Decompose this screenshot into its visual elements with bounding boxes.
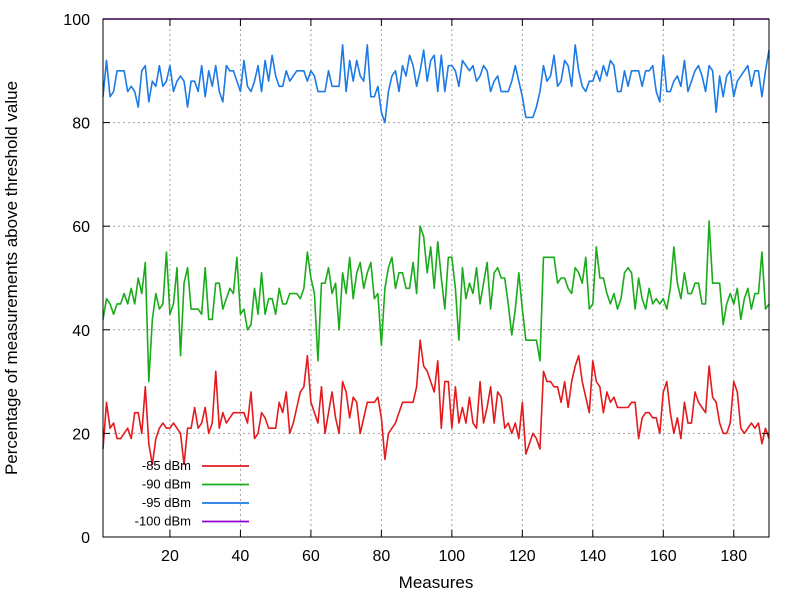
x-tick-label: 80: [372, 548, 390, 565]
x-tick-label: 140: [579, 548, 606, 565]
x-tick-label: 60: [302, 548, 320, 565]
axis-ticks: [103, 18, 769, 538]
grid-lines: [103, 19, 769, 537]
plot-frame: [102, 18, 770, 538]
tick-labels: 20 40 60 80 100 120 140 160 180 0 20 40 60 80 100: [63, 12, 747, 565]
legend-label: -85 dBm: [142, 458, 191, 473]
y-tick-label: 40: [72, 323, 90, 340]
y-tick-label: 60: [72, 219, 90, 236]
x-tick-label: 100: [439, 548, 466, 565]
legend-label: -100 dBm: [135, 514, 191, 529]
series-lines: [102, 18, 770, 466]
y-axis-title: Percentage of measurements above thresho…: [2, 81, 21, 475]
series-line-85dbmdbm: [102, 339, 770, 466]
x-tick-label: 20: [161, 548, 179, 565]
x-tick-label: 180: [720, 548, 747, 565]
x-tick-label: 160: [650, 548, 677, 565]
x-axis-title: Measures: [399, 573, 474, 592]
series-line-95dbmdbm: [102, 44, 770, 124]
series-line-90dbmdbm: [102, 220, 770, 383]
x-tick-label: 40: [232, 548, 250, 565]
y-tick-label: 80: [72, 116, 90, 133]
x-tick-label: 120: [509, 548, 536, 565]
legend: -85 dBm -90 dBm -95 dBm -100 dBm: [135, 458, 249, 529]
y-tick-label: 0: [81, 530, 90, 547]
y-tick-label: 100: [63, 12, 90, 29]
y-tick-label: 20: [72, 426, 90, 443]
legend-label: -90 dBm: [142, 477, 191, 492]
legend-label: -95 dBm: [142, 495, 191, 510]
